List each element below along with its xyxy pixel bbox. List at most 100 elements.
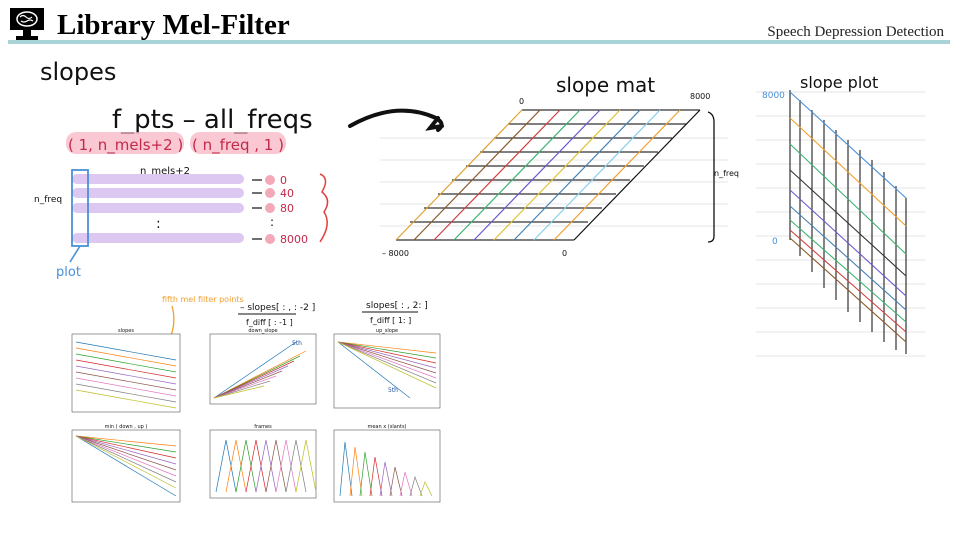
mat-side-brace: [707, 111, 715, 243]
down-formula-den: f_diff [ : -1 ]: [246, 318, 293, 327]
chart-mark: [75, 435, 177, 483]
mat-bottom-left: – 8000: [382, 249, 409, 258]
small-chart-panel: up_slope: [333, 328, 441, 409]
plot-arrow: [69, 245, 81, 263]
chart-title: up_slope: [376, 328, 398, 334]
matrix-row: [72, 233, 244, 243]
chart-mark: [213, 365, 289, 399]
chart-mark: [245, 439, 267, 493]
chart-mark: [369, 456, 383, 497]
slide-title: Library Mel-Filter: [57, 9, 290, 41]
chart-mark: [295, 439, 317, 493]
chart-frame: [333, 429, 441, 503]
chart-mark: [75, 353, 177, 373]
mat-top-left: 0: [519, 97, 524, 106]
chart-mark: [213, 360, 295, 399]
chart-mark: [235, 439, 257, 493]
chart-mark: [75, 359, 177, 379]
formula-text: f_pts – all_freqs: [112, 105, 313, 135]
shape-left-highlight: [66, 132, 184, 154]
small-chart-panel: down_slope: [209, 328, 317, 405]
chart-frame: [209, 429, 317, 499]
chart-mark: [337, 341, 437, 374]
fifth-note: fifth mel filter points: [162, 295, 244, 304]
chart-mark: [213, 375, 277, 399]
chart-mark: [213, 370, 283, 399]
chart-mark: [75, 435, 177, 489]
mat-bottom-right: 0: [562, 249, 567, 258]
small-chart-panel: min ( down , up ): [71, 424, 181, 503]
chart-mark: [389, 466, 403, 497]
chart-mark: [359, 451, 373, 497]
fifth-mark-annotation: 5th: [388, 387, 398, 394]
shape-right-text: ( n_freq , 1 ): [192, 136, 284, 155]
chart-mark: [379, 461, 393, 497]
row-ellipsis: :: [270, 215, 274, 229]
row-value-0: 0: [280, 174, 287, 187]
chart-mark: [213, 385, 265, 399]
down-formula-num: – slopes[ : , : -2 ]: [240, 303, 315, 313]
row-dot: [265, 234, 275, 244]
chart-mark: [75, 435, 177, 459]
matrix-rows: [72, 174, 244, 243]
chart-mark: [337, 341, 437, 379]
chart-mark: [75, 371, 177, 391]
chart-mark: [215, 439, 237, 493]
row-value-2: 80: [280, 202, 294, 215]
row-value-3: 8000: [280, 233, 308, 246]
chart-mark: [409, 475, 423, 497]
chart-mark: [399, 471, 413, 497]
chart-title: down_slope: [248, 328, 277, 334]
chart-frame: [71, 333, 181, 413]
small-chart-panel: frames: [209, 424, 317, 499]
chart-mark: [75, 341, 177, 361]
chart-mark: [75, 347, 177, 367]
chart-mark: [75, 435, 177, 471]
chart-mark: [285, 439, 307, 493]
chart-mark: [75, 389, 177, 409]
chart-title: frames: [254, 424, 272, 430]
chart-mark: [75, 435, 177, 465]
chart-title: slopes: [118, 328, 134, 334]
chart-mark: [339, 441, 353, 497]
chart-mark: [337, 341, 437, 369]
row-dot: [265, 203, 275, 213]
mat-top-right: 8000: [690, 92, 710, 101]
chart-mark: [75, 383, 177, 403]
chart-mark: [337, 341, 411, 399]
chart-mark: [419, 481, 433, 497]
chart-mark: [349, 446, 363, 497]
matrix-row: [72, 188, 244, 198]
slope-plot-sketch: [756, 90, 926, 357]
chart-mark: [75, 435, 177, 453]
chart-mark: [75, 377, 177, 397]
slope-mat-title: slope mat: [556, 73, 655, 97]
matrix-row: [72, 174, 244, 184]
small-chart-panel: mean x (slants): [333, 424, 441, 503]
small-chart-panel: slopes: [71, 328, 181, 413]
chart-mark: [213, 341, 297, 399]
slopes-heading: slopes: [40, 58, 116, 86]
row-dot: [265, 188, 275, 198]
brain-screen-logo-icon: [8, 6, 46, 44]
row-brace: [319, 173, 329, 243]
row-dot: [265, 175, 275, 185]
row-value-1: 40: [280, 187, 294, 200]
fifth-mark-annotation: 5th: [292, 340, 302, 347]
mat-side-label: n_freq: [714, 169, 739, 178]
chart-mark: [75, 435, 177, 497]
slide-subtitle: Speech Depression Detection: [767, 24, 944, 40]
chart-mark: [75, 365, 177, 385]
chart-title: mean x (slants): [367, 424, 406, 430]
up-formula-den: f_diff [ 1: ]: [370, 316, 411, 325]
rows-label: n_freq: [34, 195, 62, 205]
header-divider: [8, 40, 950, 44]
chart-mark: [337, 341, 437, 389]
chart-mark: [337, 341, 437, 364]
matrix-row: [72, 203, 244, 213]
chart-mark: [337, 341, 437, 354]
plot-label: plot: [56, 265, 81, 280]
row-values: 0 40 80 : 8000: [252, 174, 308, 246]
